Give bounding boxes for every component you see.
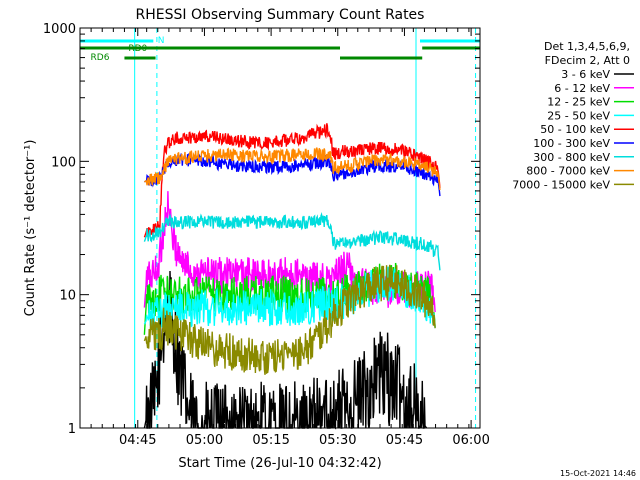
series-line-5 xyxy=(143,123,441,238)
legend: Det 1,3,4,5,6,9, FDecim 2, Att 0 3 - 6 k… xyxy=(512,40,634,191)
legend-label-1: 3 - 6 keV xyxy=(561,68,610,81)
legend-label-9: 7000 - 15000 keV xyxy=(512,178,610,191)
legend-label-8: 800 - 7000 keV xyxy=(526,165,610,178)
legend-label-2: 6 - 12 keV xyxy=(554,82,610,95)
series-line-9 xyxy=(143,264,436,375)
x-tick-label-1: 04:45 xyxy=(119,433,156,448)
y-axis-label: Count Rate (s⁻¹ detector⁻¹) xyxy=(23,140,38,317)
x-tick-label-2: 05:00 xyxy=(186,433,223,448)
footer-stamp: 15-Oct-2021 14:46 xyxy=(560,469,636,478)
annotation-label-n: N xyxy=(158,36,165,46)
y-tick-label-1: 1 xyxy=(68,422,76,437)
y-tick-label-2: 10 xyxy=(59,289,76,304)
legend-header-line-1: Det 1,3,4,5,6,9, xyxy=(544,40,630,53)
legend-label-7: 300 - 800 keV xyxy=(533,151,610,164)
series-line-7 xyxy=(143,212,441,271)
plot-area: N RD0 RD6 xyxy=(80,28,480,430)
series-line-8 xyxy=(144,147,441,191)
x-axis-label: Start Time (26-Jul-10 04:32:42) xyxy=(178,456,381,471)
legend-label-3: 12 - 25 keV xyxy=(547,96,610,109)
x-tick-label-5: 05:45 xyxy=(386,433,423,448)
y-tick-label-4: 1000 xyxy=(43,22,76,37)
chart-title: RHESSI Observing Summary Count Rates xyxy=(136,7,425,23)
legend-header-line-2: FDecim 2, Att 0 xyxy=(545,54,630,67)
y-tick-label-3: 100 xyxy=(51,155,76,170)
legend-label-5: 50 - 100 keV xyxy=(540,123,610,136)
x-tick-label-4: 05:30 xyxy=(319,433,356,448)
axes: 04:45 05:00 05:15 05:30 05:45 06:00 1 10 100 1000 xyxy=(43,22,490,448)
x-tick-label-6: 06:00 xyxy=(452,433,489,448)
legend-label-6: 100 - 300 keV xyxy=(533,137,610,150)
legend-label-4: 25 - 50 keV xyxy=(547,109,610,122)
annotation-label-rd6: RD6 xyxy=(91,53,110,63)
x-tick-label-3: 05:15 xyxy=(252,433,289,448)
annotation-label-rd0: RD0 xyxy=(128,44,147,54)
